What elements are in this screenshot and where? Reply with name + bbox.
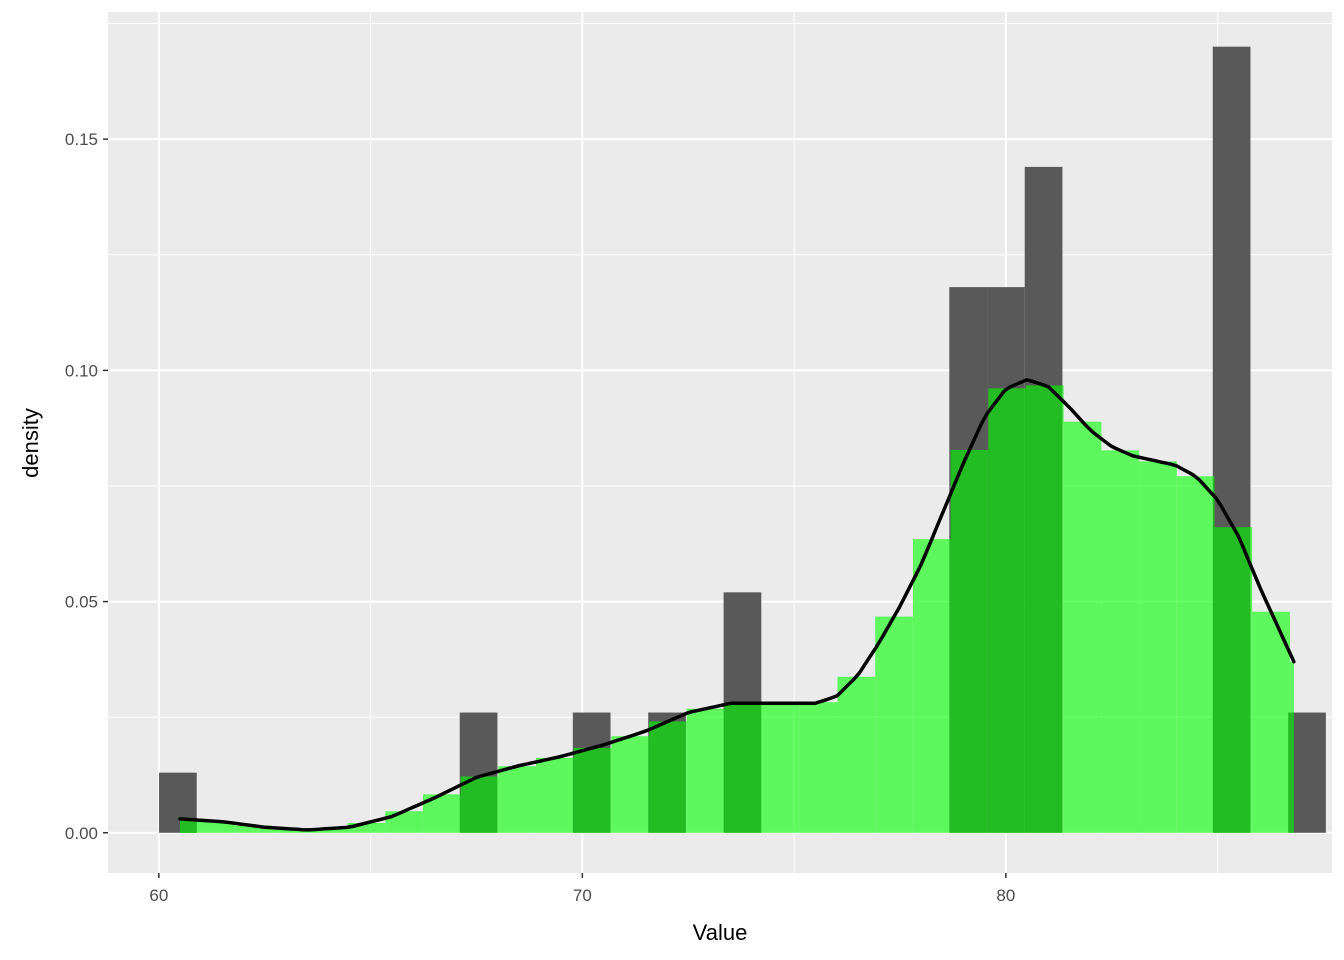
density-fill-step bbox=[799, 702, 838, 833]
density-fill-step bbox=[309, 828, 348, 833]
y-tick-label: 0.00 bbox=[65, 824, 98, 843]
density-fill-step bbox=[762, 703, 800, 833]
density-fill-step bbox=[347, 822, 386, 833]
density-fill-step bbox=[1214, 527, 1253, 833]
histogram-bar bbox=[1288, 712, 1326, 833]
y-tick-label: 0.10 bbox=[65, 361, 98, 380]
density-fill-step bbox=[686, 708, 725, 833]
density-fill-step bbox=[1063, 421, 1102, 833]
y-axis-title: density bbox=[18, 408, 43, 478]
density-fill-step bbox=[460, 776, 499, 833]
density-overlap-steps bbox=[180, 818, 197, 833]
density-fill-step bbox=[1289, 661, 1294, 833]
density-fill-step bbox=[912, 539, 951, 833]
density-fill-step bbox=[988, 388, 1026, 833]
density-fill-steps bbox=[180, 385, 1294, 833]
density-fill-step bbox=[385, 811, 423, 833]
density-fill-step bbox=[535, 757, 574, 833]
density-fill-step bbox=[1252, 611, 1290, 833]
density-fill-step bbox=[950, 449, 989, 833]
density-fill-step bbox=[1139, 461, 1177, 833]
y-axis-ticks: 0.00 0.05 0.10 0.15 bbox=[65, 130, 108, 843]
y-tick-label: 0.05 bbox=[65, 593, 98, 612]
density-fill-step bbox=[837, 676, 876, 833]
x-tick-label: 80 bbox=[996, 886, 1015, 905]
density-fill-step bbox=[234, 825, 273, 833]
density-fill-step bbox=[272, 828, 310, 833]
y-tick-label: 0.15 bbox=[65, 130, 98, 149]
density-fill-step bbox=[649, 721, 687, 833]
density-overlap-step bbox=[180, 818, 197, 833]
density-fill-step bbox=[1176, 476, 1215, 833]
density-fill-step bbox=[498, 766, 536, 833]
density-fill-step bbox=[573, 747, 612, 833]
density-fill-step bbox=[1026, 385, 1064, 833]
density-fill-step bbox=[1101, 450, 1140, 833]
density-fill-step bbox=[196, 821, 235, 833]
x-tick-label: 70 bbox=[573, 886, 592, 905]
density-fill-step bbox=[875, 616, 913, 833]
x-axis-title: Value bbox=[693, 920, 748, 945]
x-axis-ticks: 60 70 80 bbox=[149, 873, 1015, 905]
density-fill-step bbox=[724, 703, 763, 833]
x-tick-label: 60 bbox=[149, 886, 168, 905]
density-fill-step bbox=[611, 736, 650, 833]
density-curve bbox=[178, 378, 1296, 832]
